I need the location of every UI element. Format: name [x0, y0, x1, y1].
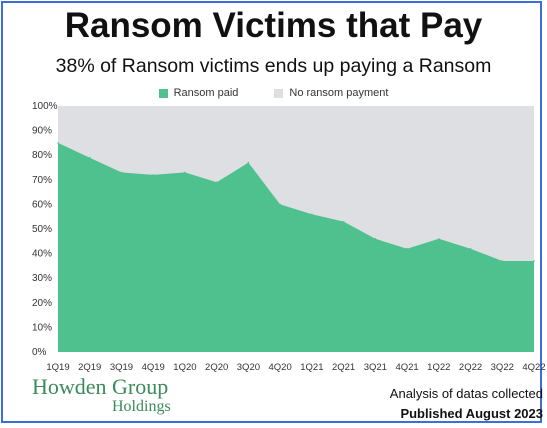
data-point-3Q19: [120, 171, 123, 174]
data-point-4Q22: [533, 260, 535, 262]
x-tick-label: 1Q21: [300, 362, 323, 373]
y-tick-label: 90%: [32, 126, 52, 137]
x-tick-label: 1Q20: [173, 362, 196, 373]
x-tick-label: 3Q21: [364, 362, 387, 373]
y-tick-label: 70%: [32, 175, 52, 186]
data-point-2Q22: [469, 247, 472, 250]
y-tick-label: 80%: [32, 150, 52, 161]
data-point-2Q21: [342, 220, 345, 223]
x-tick-label: 3Q20: [237, 362, 260, 373]
y-tick-label: 60%: [32, 199, 52, 210]
data-point-1Q19: [57, 142, 59, 144]
x-tick-label: 3Q19: [110, 362, 133, 373]
data-point-3Q21: [374, 238, 377, 240]
data-point-4Q19: [152, 174, 154, 176]
x-tick-label: 2Q22: [459, 362, 482, 373]
x-tick-label: 1Q19: [46, 362, 69, 373]
y-tick-label: 20%: [32, 298, 52, 309]
chart-frame: [1, 1, 542, 423]
chart-subtitle: 38% of Ransom victims ends up paying a R…: [55, 55, 492, 77]
x-tick-label: 4Q22: [522, 362, 545, 373]
legend-label-paid: Ransom paid: [173, 87, 239, 99]
x-tick-label: 3Q22: [491, 362, 514, 373]
y-tick-label: 40%: [32, 249, 52, 260]
legend-swatch-paid: [158, 88, 168, 98]
data-point-4Q21: [406, 247, 408, 250]
y-tick-label: 10%: [32, 322, 52, 333]
legend-item-unpaid: No ransom payment: [274, 87, 388, 99]
footer-analysis: Analysis of datas collected: [389, 386, 543, 401]
data-point-4Q20: [279, 203, 281, 206]
area-ransom-paid: [58, 142, 534, 352]
footer: Analysis of datas collected Published Au…: [390, 384, 543, 424]
y-tick-label: 0%: [32, 347, 47, 358]
logo-line2: Holdings: [112, 398, 171, 415]
howden-logo: Howden Group Holdings: [32, 376, 171, 416]
legend-item-paid: Ransom paid: [158, 87, 239, 99]
data-point-1Q22: [438, 238, 440, 240]
logo-line1: Howden Group: [32, 374, 169, 399]
x-tick-label: 2Q19: [78, 362, 101, 373]
data-point-1Q20: [184, 171, 186, 174]
y-tick-label: 100%: [32, 101, 58, 112]
data-point-1Q21: [311, 213, 313, 216]
y-tick-label: 50%: [32, 224, 52, 235]
legend: Ransom paid No ransom payment: [0, 87, 547, 99]
x-tick-label: 4Q21: [395, 362, 418, 373]
data-point-3Q22: [501, 260, 504, 262]
x-tick-label: 4Q19: [142, 362, 165, 373]
x-tick-label: 4Q20: [269, 362, 292, 373]
footer-published: Published August 2023: [400, 406, 543, 421]
x-tick-label: 2Q20: [205, 362, 228, 373]
data-point-2Q19: [88, 156, 91, 159]
x-tick-label: 2Q21: [332, 362, 355, 373]
legend-label-unpaid: No ransom payment: [289, 87, 389, 99]
legend-swatch-unpaid: [274, 88, 284, 98]
data-point-3Q20: [247, 161, 250, 164]
chart-title: Ransom Victims that Pay: [64, 6, 483, 45]
x-tick-label: 1Q22: [427, 362, 450, 373]
data-point-2Q20: [215, 181, 218, 184]
y-tick-label: 30%: [32, 273, 52, 284]
